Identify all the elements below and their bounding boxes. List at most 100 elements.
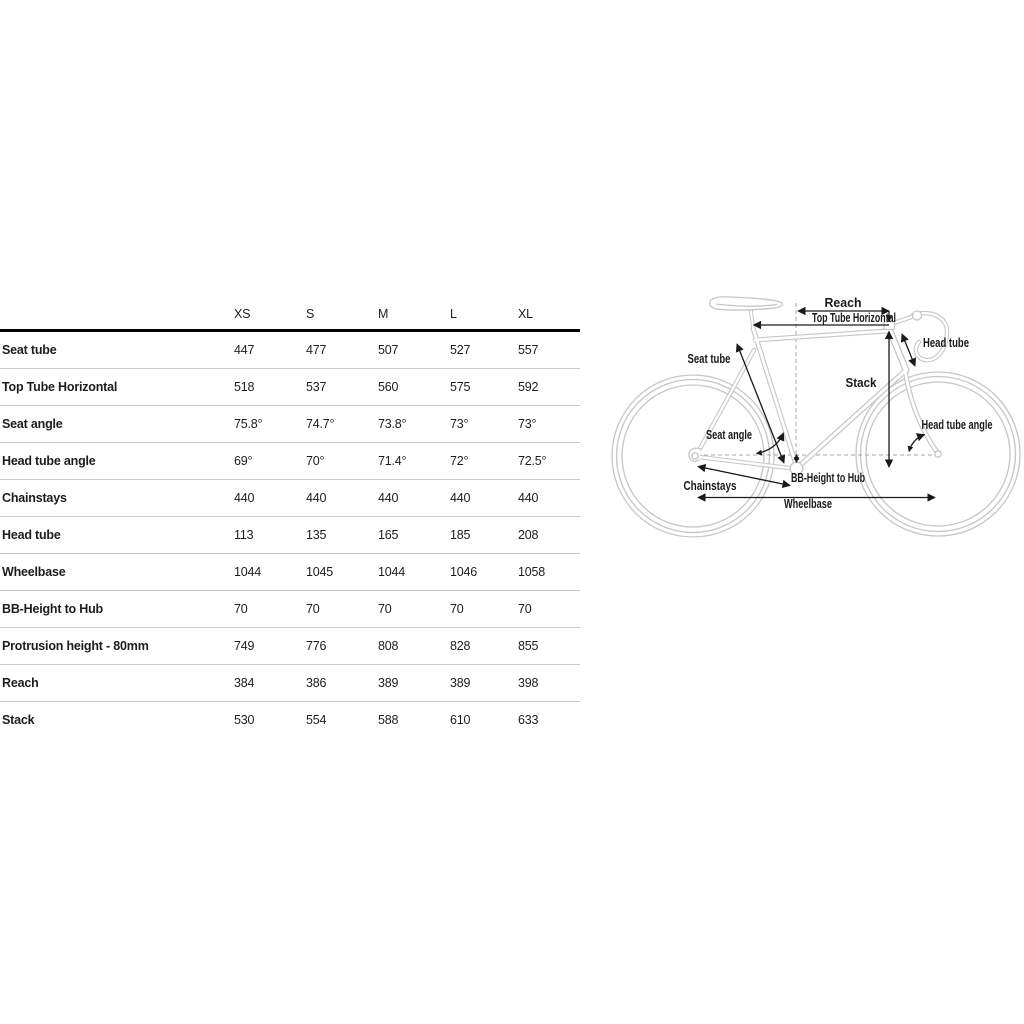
top-tube-horizontal-label: Top Tube Horizontal xyxy=(812,310,896,325)
table-row: Reach 384 386 389 389 398 xyxy=(0,664,580,702)
cell-value: 389 xyxy=(448,664,516,702)
reference-dashed-lines xyxy=(697,303,941,467)
row-label: Seat tube xyxy=(0,330,232,369)
cell-value: 165 xyxy=(376,516,448,554)
cell-value: 808 xyxy=(376,627,448,665)
diagram-labels: Reach Top Tube Horizontal Seat tube Head… xyxy=(684,295,993,511)
seat-angle-label: Seat angle xyxy=(706,427,752,442)
cell-value: 776 xyxy=(304,627,376,665)
bb-height-to-hub-label: BB-Height to Hub xyxy=(791,470,865,485)
cell-value: 386 xyxy=(304,664,376,702)
cell-value: 507 xyxy=(376,330,448,369)
reach-label: Reach xyxy=(825,295,862,310)
column-header: XL xyxy=(516,299,580,332)
table-row: Seat angle 75.8° 74.7° 73.8° 73° 73° xyxy=(0,405,580,443)
cell-value: 135 xyxy=(304,516,376,554)
cell-value: 592 xyxy=(516,368,580,406)
front-wheel xyxy=(855,371,1021,537)
table-row: Head tube angle 69° 70° 71.4° 72° 72.5° xyxy=(0,442,580,480)
row-label: Protrusion height - 80mm xyxy=(0,627,232,665)
row-label: Stack xyxy=(2,713,35,727)
cell-value: 70 xyxy=(304,590,376,628)
cell-value: 440 xyxy=(376,479,448,517)
row-label: Reach xyxy=(0,664,232,702)
seat-tube-label: Seat tube xyxy=(688,351,731,366)
table-row: Protrusion height - 80mm 749 776 808 828 855 xyxy=(0,627,580,665)
cell-value: 518 xyxy=(232,368,304,406)
cell-value: 530 xyxy=(234,713,255,727)
cell-value: 440 xyxy=(516,479,580,517)
cell-value: 69° xyxy=(232,442,304,480)
seat-angle-arc xyxy=(755,432,785,456)
cell-value: 440 xyxy=(304,479,376,517)
cell-value: 477 xyxy=(304,330,376,369)
table-row: Head tube 113 135 165 185 208 xyxy=(0,516,580,554)
cell-value: 70° xyxy=(304,442,376,480)
column-header: XS xyxy=(232,299,304,332)
cell-value: 70 xyxy=(516,590,580,628)
head-tube-angle-arc xyxy=(907,433,926,453)
front-hub xyxy=(934,450,942,458)
cell-value: 70 xyxy=(376,590,448,628)
row-label: BB-Height to Hub xyxy=(0,590,232,628)
cell-value: 537 xyxy=(304,368,376,406)
cell-value: 73.8° xyxy=(376,405,448,443)
row-label: Head tube xyxy=(0,516,232,554)
saddle-seam xyxy=(715,303,778,307)
cell-value: 75.8° xyxy=(232,405,304,443)
cell-value: 208 xyxy=(516,516,580,554)
cell-value: 610 xyxy=(450,713,471,727)
cell-value: 398 xyxy=(516,664,580,702)
row-label: Head tube angle xyxy=(0,442,232,480)
cell-value: 527 xyxy=(448,330,516,369)
frame-details xyxy=(688,296,942,476)
row-label: Chainstays xyxy=(0,479,232,517)
saddle xyxy=(709,296,784,311)
cell-value: 828 xyxy=(448,627,516,665)
cell-value: 73° xyxy=(448,405,516,443)
cell-value: 1058 xyxy=(516,553,580,591)
column-header: M xyxy=(376,299,448,332)
table-row: Seat tube 447 477 507 527 557 xyxy=(0,330,580,369)
column-header: S xyxy=(304,299,376,332)
column-header: L xyxy=(448,299,516,332)
cell-value: 440 xyxy=(448,479,516,517)
cell-value: 70 xyxy=(232,590,304,628)
geometry-table-body: Seat tube 447 477 507 527 557 Top Tube Horizon… xyxy=(0,330,580,739)
cell-value: 74.7° xyxy=(304,405,376,443)
chainstays-arrow xyxy=(697,463,791,489)
cell-value: 560 xyxy=(376,368,448,406)
cell-value: 72° xyxy=(448,442,516,480)
cell-value: 1046 xyxy=(448,553,516,591)
head-tube-label: Head tube xyxy=(923,335,969,350)
rear-hub xyxy=(691,452,699,460)
cell-value: 113 xyxy=(232,516,304,554)
cell-value: 70 xyxy=(448,590,516,628)
head-tube-arrow xyxy=(900,333,917,367)
handlebar-clamp xyxy=(911,310,923,321)
head-tube-angle-label: Head tube angle xyxy=(922,417,993,432)
cell-value: 588 xyxy=(378,713,399,727)
cell-value: 855 xyxy=(516,627,580,665)
measurement-arrows xyxy=(697,306,936,502)
cell-value: 185 xyxy=(448,516,516,554)
table-row: Wheelbase 1044 1045 1044 1046 1058 xyxy=(0,553,580,591)
geometry-table-header-row: XS S M L XL xyxy=(0,299,580,332)
cell-value: 73° xyxy=(516,405,580,443)
table-row: BB-Height to Hub 70 70 70 70 70 xyxy=(0,590,580,628)
geometry-table: XS S M L XL Seat tube 447 477 507 527 557 Top Tube… xyxy=(0,299,580,738)
table-row: Stack 530 554 588 610 633 xyxy=(0,702,580,739)
wheelbase-label: Wheelbase xyxy=(784,496,832,511)
row-label: Top Tube Horizontal xyxy=(0,368,232,406)
row-label: Wheelbase xyxy=(0,553,232,591)
cell-value: 447 xyxy=(232,330,304,369)
cell-value: 633 xyxy=(518,713,539,727)
cell-value: 575 xyxy=(448,368,516,406)
cell-value: 72.5° xyxy=(516,442,580,480)
cell-value: 1044 xyxy=(232,553,304,591)
cell-value: 557 xyxy=(516,330,580,369)
table-row: Chainstays 440 440 440 440 440 xyxy=(0,479,580,517)
row-label: Seat angle xyxy=(0,405,232,443)
cell-value: 71.4° xyxy=(376,442,448,480)
